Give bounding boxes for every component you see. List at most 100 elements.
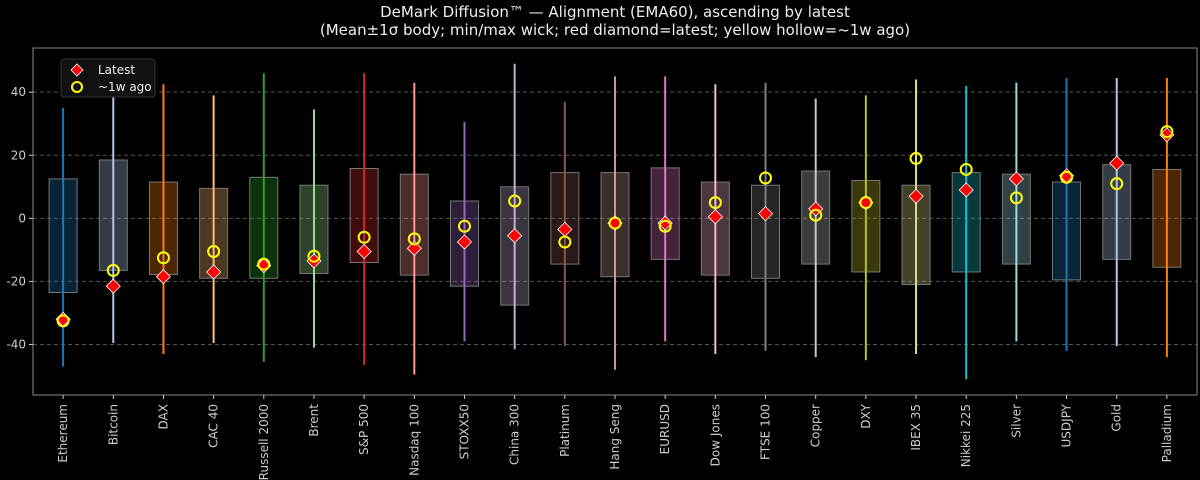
y-tick-label: 40 xyxy=(11,85,26,99)
category-group xyxy=(1001,82,1031,342)
week-ago-marker xyxy=(1009,191,1023,205)
x-tick-label: Hang Seng xyxy=(608,404,622,470)
x-tick-label: IBEX 35 xyxy=(909,404,923,451)
week-ago-marker xyxy=(457,219,471,233)
week-ago-marker xyxy=(809,208,823,222)
x-tick-label: Silver xyxy=(1009,404,1023,438)
week-ago-marker xyxy=(207,244,221,258)
week-ago-marker xyxy=(56,314,70,328)
x-tick-label: DXY xyxy=(859,403,873,428)
latest-marker xyxy=(105,278,121,294)
category-group xyxy=(449,122,479,342)
week-ago-marker xyxy=(1160,125,1174,139)
latest-marker xyxy=(206,264,222,280)
week-ago-marker xyxy=(658,219,672,233)
category-group xyxy=(500,63,530,350)
x-tick-label: S&P 500 xyxy=(357,404,371,455)
latest-marker xyxy=(1008,171,1024,187)
x-tick-label: CAC 40 xyxy=(207,404,221,448)
category-group xyxy=(951,85,981,380)
week-ago-marker xyxy=(307,249,321,263)
category-group xyxy=(199,95,229,343)
week-ago-marker xyxy=(909,151,923,165)
category-group xyxy=(249,73,279,362)
latest-marker xyxy=(155,269,172,285)
latest-marker xyxy=(406,240,422,256)
latest-marker xyxy=(356,243,372,260)
category-group xyxy=(148,84,178,354)
latest-marker xyxy=(707,209,723,225)
latest-marker xyxy=(1109,155,1125,171)
week-ago-marker xyxy=(156,251,170,265)
x-tick-label: Nasdaq 100 xyxy=(407,404,421,476)
latest-marker xyxy=(958,182,974,198)
y-tick-label: -20 xyxy=(6,274,26,288)
latest-marker xyxy=(507,228,523,244)
week-ago-marker xyxy=(708,196,722,210)
latest-marker xyxy=(757,206,774,222)
x-tick-label: FTSE 100 xyxy=(759,404,773,460)
category-group xyxy=(550,101,580,347)
x-tick-label: Platinum xyxy=(558,404,572,457)
week-ago-marker xyxy=(407,232,421,246)
category-group xyxy=(801,98,831,358)
category-group xyxy=(1152,77,1182,358)
legend-latest-label: Latest xyxy=(98,63,135,77)
category-group xyxy=(650,76,680,342)
week-ago-marker xyxy=(558,235,572,249)
category-group xyxy=(98,66,128,343)
marks xyxy=(48,63,1182,380)
week-ago-marker xyxy=(106,263,120,277)
chart-title: DeMark Diffusion™ — Alignment (EMA60), a… xyxy=(380,3,850,21)
category-group xyxy=(399,82,429,375)
chart-subtitle: (Mean±1σ body; min/max wick; red diamond… xyxy=(320,21,910,39)
x-tick-label: China 300 xyxy=(508,404,522,465)
category-group xyxy=(751,82,781,351)
y-tick-label: 20 xyxy=(11,148,26,162)
category-group xyxy=(600,76,630,370)
x-tick-label: EURUSD xyxy=(658,404,672,454)
week-ago-marker xyxy=(859,196,873,210)
category-group xyxy=(299,109,329,348)
week-ago-marker xyxy=(1060,170,1074,184)
legend-week-label: ~1w ago xyxy=(98,80,152,94)
x-tick-label: Palladium xyxy=(1160,404,1174,462)
category-group xyxy=(1052,77,1082,351)
week-ago-marker xyxy=(1110,177,1124,191)
category-group xyxy=(349,73,379,366)
legend-week-marker xyxy=(71,81,83,93)
latest-marker xyxy=(908,188,924,204)
week-ago-marker xyxy=(608,216,622,230)
week-ago-marker xyxy=(759,171,773,185)
y-tick-label: 0 xyxy=(18,211,26,225)
category-group xyxy=(48,107,78,367)
week-ago-marker xyxy=(959,162,973,176)
x-tick-label: Bitcoin xyxy=(106,404,120,445)
legend-box xyxy=(60,58,156,98)
x-tick-label: Russell 2000 xyxy=(257,404,271,480)
x-tick-label: Gold xyxy=(1110,404,1124,432)
category-group xyxy=(1102,77,1132,347)
y-tick-label: -40 xyxy=(6,338,26,352)
latest-marker xyxy=(657,215,673,231)
x-tick-label: DAX xyxy=(156,404,170,429)
x-tick-label: Nikkei 225 xyxy=(959,404,973,467)
category-group xyxy=(901,79,931,354)
x-tick-label: USDJPY xyxy=(1060,403,1074,447)
category-group xyxy=(700,84,730,354)
legend-latest-marker xyxy=(70,63,84,77)
y-axis: 40 20 0 -20 -40 xyxy=(6,85,33,352)
x-tick-label: STOXX50 xyxy=(457,404,471,459)
category-group xyxy=(851,95,881,361)
latest-marker xyxy=(456,234,473,250)
x-tick-label: Ethereum xyxy=(56,404,70,463)
x-tick-label: Dow Jones xyxy=(708,404,722,466)
week-ago-marker xyxy=(257,257,271,271)
x-tick-label: Brent xyxy=(307,404,321,437)
week-ago-marker xyxy=(508,194,522,208)
legend: Latest ~1w ago xyxy=(60,58,156,98)
x-axis: Ethereum Bitcoin DAX CAC 40 Russell 2000 Bren… xyxy=(56,395,1174,480)
week-ago-marker xyxy=(357,230,371,244)
x-tick-label: Copper xyxy=(809,404,823,447)
